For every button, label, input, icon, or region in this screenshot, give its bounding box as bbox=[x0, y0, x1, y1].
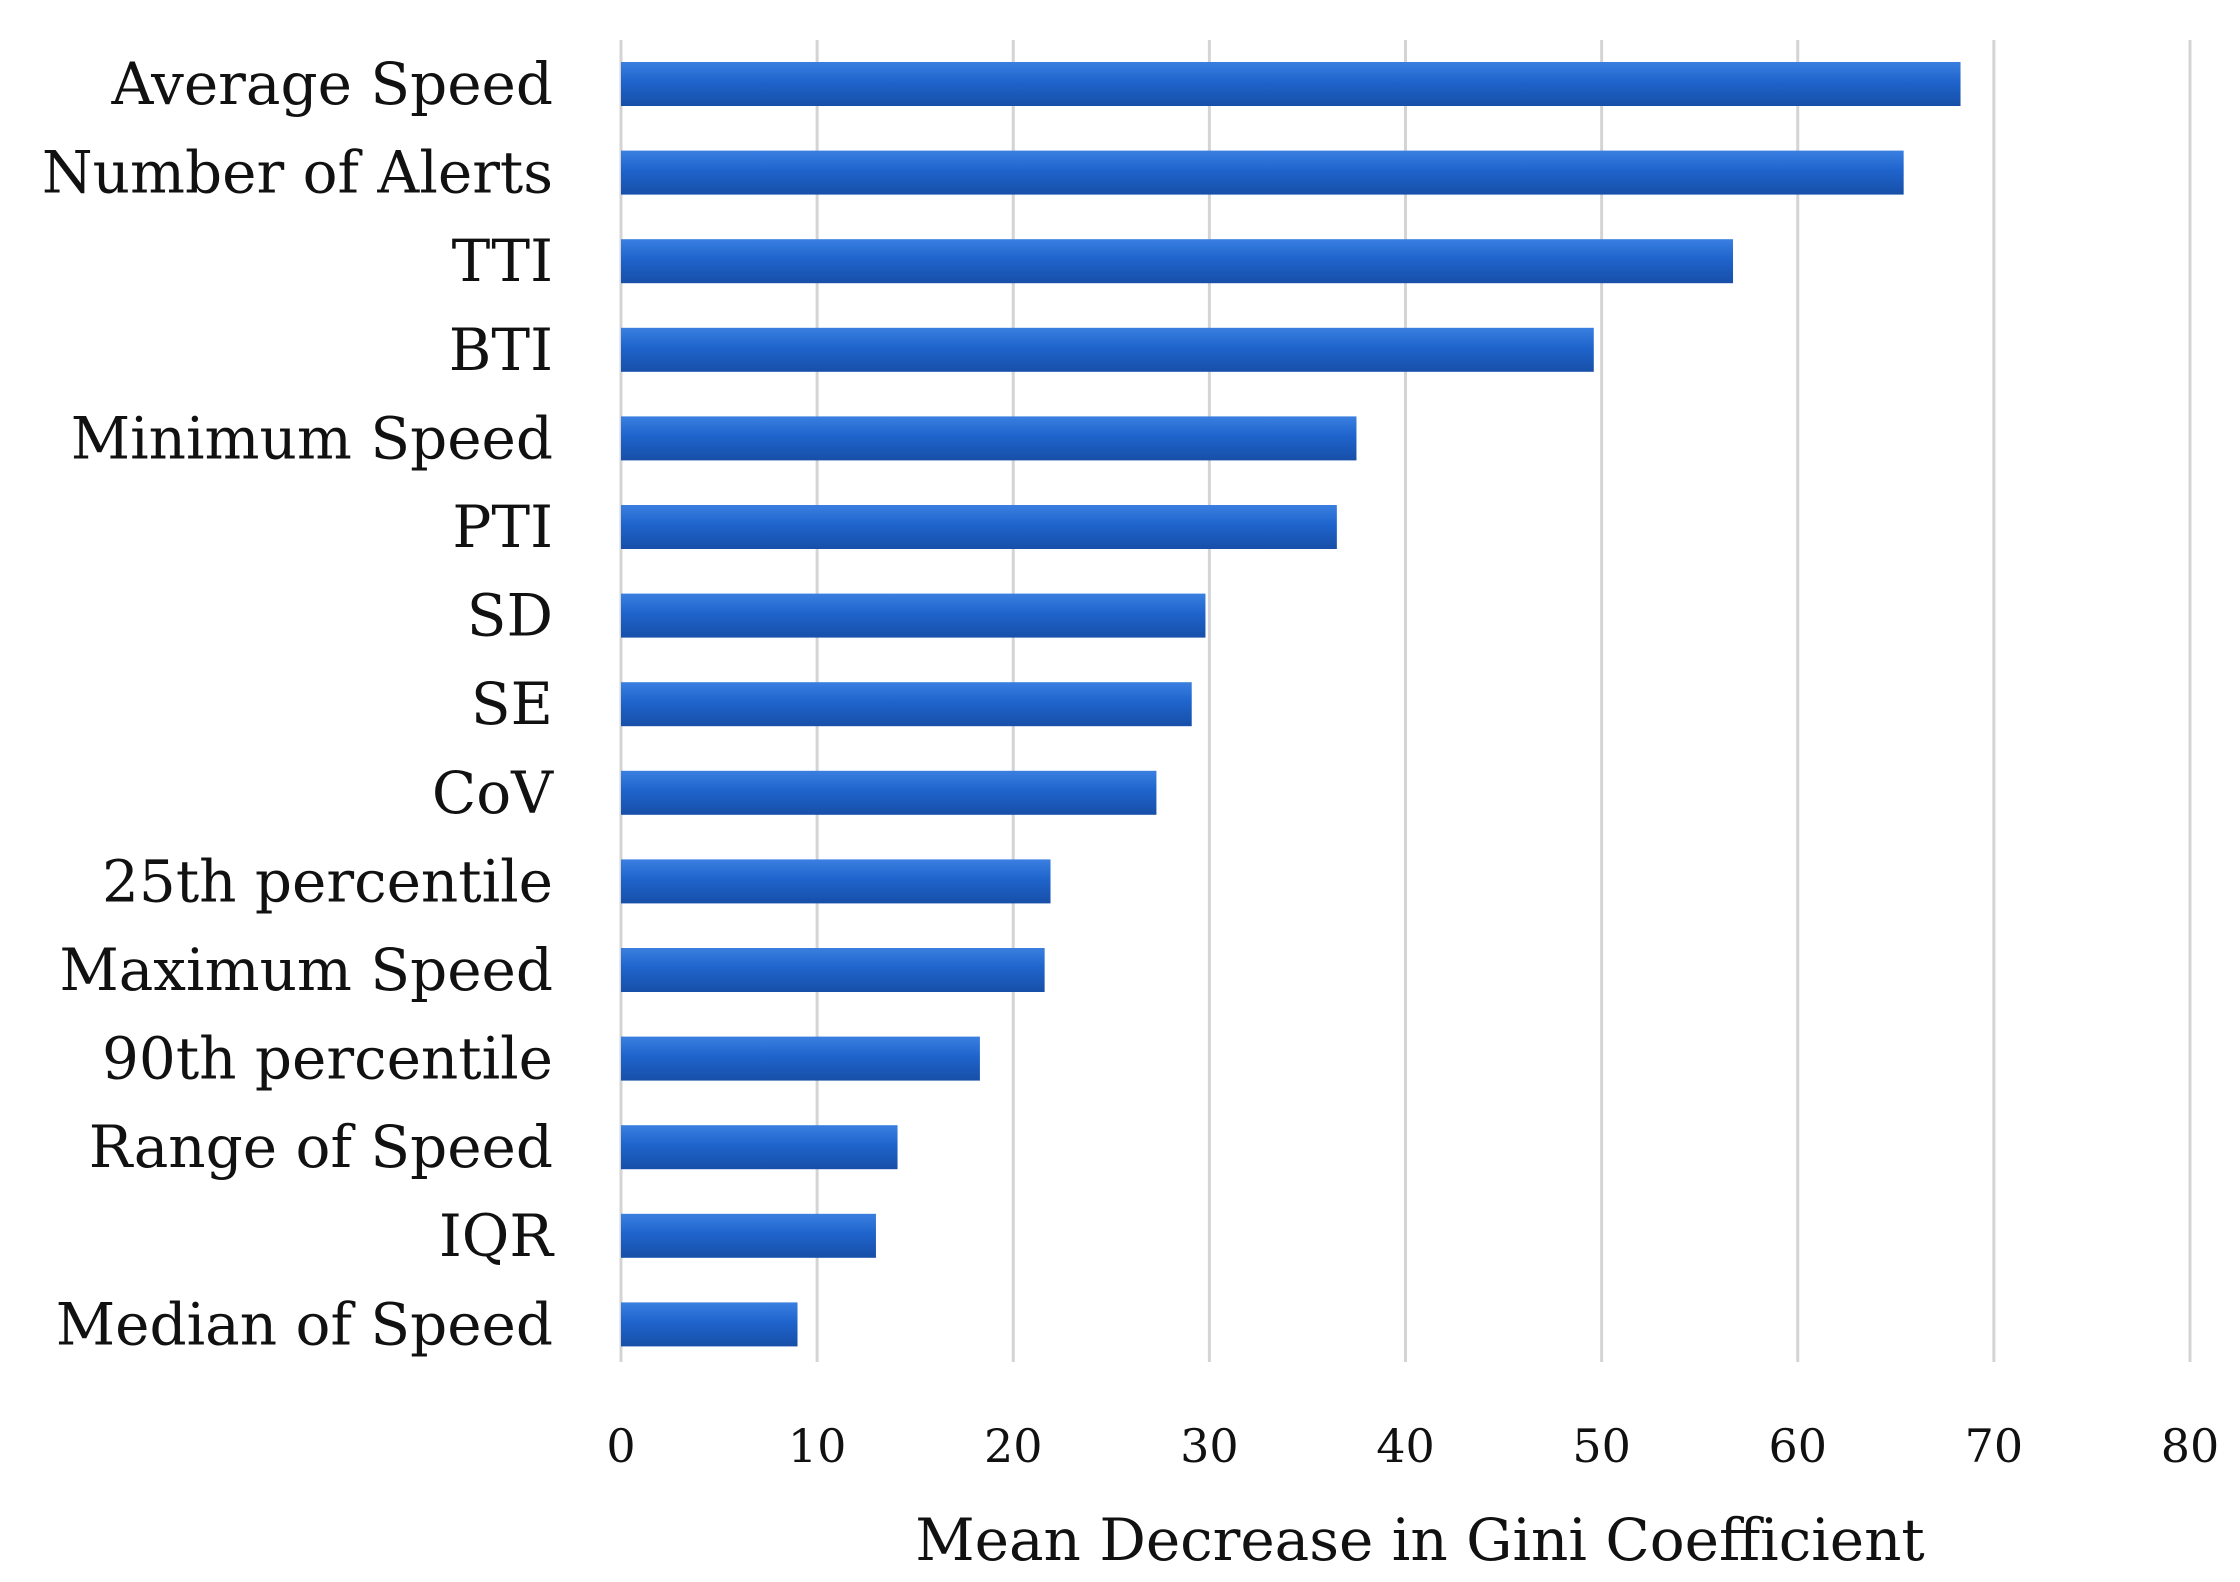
bar bbox=[621, 505, 1337, 549]
bar bbox=[621, 150, 1904, 195]
x-tick-label: 20 bbox=[984, 1419, 1043, 1473]
x-tick-label: 0 bbox=[606, 1419, 635, 1473]
category-label: SE bbox=[471, 670, 553, 738]
bar bbox=[621, 327, 1594, 372]
x-axis-title: Mean Decrease in Gini Coefficient bbox=[915, 1506, 1925, 1574]
category-label: Maximum Speed bbox=[59, 936, 553, 1004]
bar bbox=[621, 682, 1192, 727]
bar bbox=[621, 1125, 898, 1170]
x-tick-label: 60 bbox=[1768, 1419, 1827, 1473]
category-label: PTI bbox=[452, 493, 553, 561]
bar bbox=[621, 1213, 876, 1258]
bar bbox=[621, 1302, 798, 1347]
x-tick-label: 10 bbox=[788, 1419, 847, 1473]
category-label: 90th percentile bbox=[102, 1025, 553, 1093]
x-tick-labels: 0 10 20 30 40 50 60 70 80 bbox=[606, 1419, 2219, 1473]
x-tick-label: 80 bbox=[2161, 1419, 2220, 1473]
category-label: TTI bbox=[452, 227, 553, 295]
bar bbox=[621, 948, 1045, 992]
category-label: 25th percentile bbox=[102, 847, 553, 915]
bar bbox=[621, 859, 1051, 904]
category-label: Median of Speed bbox=[56, 1290, 553, 1358]
category-label: CoV bbox=[432, 759, 554, 827]
bar bbox=[621, 593, 1206, 638]
x-tick-label: 40 bbox=[1376, 1419, 1435, 1473]
bar bbox=[621, 62, 1961, 106]
category-label: Minimum Speed bbox=[71, 404, 553, 472]
bar bbox=[621, 416, 1357, 461]
category-label: Average Speed bbox=[111, 50, 553, 118]
category-labels: Average Speed Number of Alerts TTI BTI Minim… bbox=[42, 50, 555, 1358]
category-label: Range of Speed bbox=[89, 1113, 553, 1181]
bar bbox=[621, 239, 1734, 284]
x-tick-label: 70 bbox=[1965, 1419, 2024, 1473]
x-tick-label: 30 bbox=[1180, 1419, 1239, 1473]
bar bbox=[621, 1036, 980, 1081]
category-label: SD bbox=[467, 582, 553, 650]
category-label: Number of Alerts bbox=[42, 139, 553, 207]
category-label: IQR bbox=[439, 1202, 555, 1270]
x-tick-label: 50 bbox=[1572, 1419, 1631, 1473]
bar bbox=[621, 770, 1157, 815]
category-label: BTI bbox=[449, 316, 553, 384]
bars bbox=[621, 62, 1961, 1347]
